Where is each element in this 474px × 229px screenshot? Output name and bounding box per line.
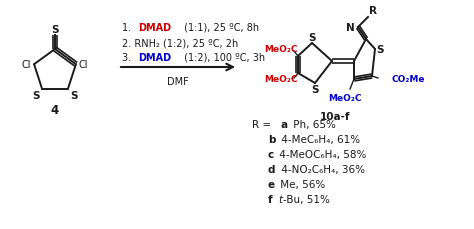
Text: t: t xyxy=(278,194,283,204)
Text: S: S xyxy=(376,45,383,55)
Text: S: S xyxy=(70,90,77,100)
Text: d: d xyxy=(268,164,275,174)
Text: S: S xyxy=(308,33,316,43)
Text: CO₂Me: CO₂Me xyxy=(392,75,426,84)
Text: S: S xyxy=(311,85,319,95)
Text: 4-MeC₆H₄, 61%: 4-MeC₆H₄, 61% xyxy=(278,134,360,144)
Text: S: S xyxy=(33,90,40,100)
Text: R =: R = xyxy=(252,120,274,129)
Text: 4-NO₂C₆H₄, 36%: 4-NO₂C₆H₄, 36% xyxy=(278,164,365,174)
Text: 10a-f: 10a-f xyxy=(320,112,350,121)
Text: a: a xyxy=(281,120,288,129)
Text: DMF: DMF xyxy=(167,77,189,87)
Text: e: e xyxy=(268,179,275,189)
Text: S: S xyxy=(51,25,59,35)
Text: c: c xyxy=(268,149,274,159)
Text: Me, 56%: Me, 56% xyxy=(277,179,326,189)
Text: DMAD: DMAD xyxy=(138,53,171,63)
Text: 3.: 3. xyxy=(122,53,134,63)
Text: 1.: 1. xyxy=(122,23,134,33)
Text: (1:2), 100 ºC, 3h: (1:2), 100 ºC, 3h xyxy=(181,53,264,63)
Text: MeO₂C: MeO₂C xyxy=(264,45,298,54)
Text: MeO₂C: MeO₂C xyxy=(264,75,298,84)
Text: f: f xyxy=(268,194,273,204)
Text: Ph, 65%: Ph, 65% xyxy=(290,120,336,129)
Text: Cl: Cl xyxy=(79,60,89,70)
Text: Cl: Cl xyxy=(22,60,31,70)
Text: N: N xyxy=(346,23,355,33)
Text: DMAD: DMAD xyxy=(138,23,171,33)
Text: 2. RNH₂ (1:2), 25 ºC, 2h: 2. RNH₂ (1:2), 25 ºC, 2h xyxy=(122,38,238,48)
Text: MeO₂C: MeO₂C xyxy=(328,94,362,103)
Text: 4: 4 xyxy=(51,104,59,117)
Text: (1:1), 25 ºC, 8h: (1:1), 25 ºC, 8h xyxy=(181,23,259,33)
Text: b: b xyxy=(268,134,275,144)
Text: -Bu, 51%: -Bu, 51% xyxy=(283,194,330,204)
Text: R: R xyxy=(369,6,377,16)
Text: 4-MeOC₆H₄, 58%: 4-MeOC₆H₄, 58% xyxy=(276,149,366,159)
